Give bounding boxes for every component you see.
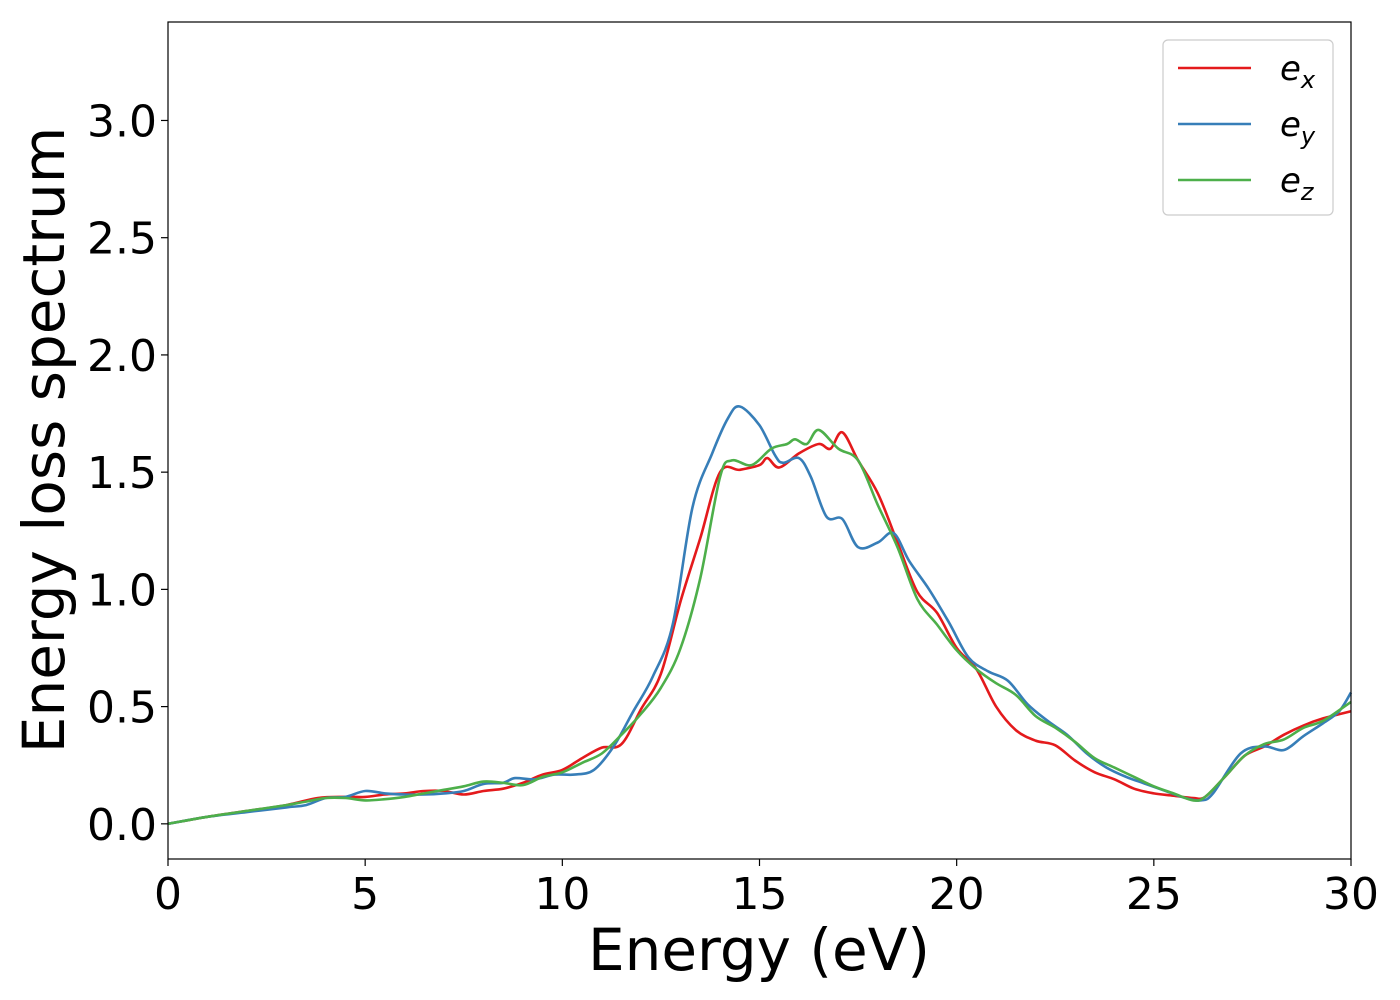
series-line-ey [167,405,1353,826]
x-tick-label: 0 [154,869,182,920]
y-tick-label: 1.0 [87,565,157,616]
x-tick-label: 5 [351,869,379,920]
x-axis-ticks: 0 5 10 15 20 25 30 [154,859,1379,920]
y-tick-label: 1.5 [87,448,157,499]
y-tick-label: 0.0 [87,800,157,851]
y-axis-title: Energy loss spectrum [10,127,78,753]
y-tick-label: 2.5 [87,214,157,265]
legend-box [1162,39,1334,216]
y-axis-ticks: 0.0 0.5 1.0 1.5 2.0 2.5 3.0 [87,96,168,851]
x-tick-label: 25 [1126,869,1182,920]
series-line-ez [167,428,1352,826]
y-tick-label: 2.0 [87,331,157,382]
plot-frame [167,21,1352,860]
series-line-ex [167,430,1352,826]
x-tick-label: 30 [1323,869,1379,920]
x-axis-title: Energy (eV) [588,916,930,984]
series-lines [167,405,1353,826]
x-tick-label: 10 [534,869,590,920]
x-tick-label: 20 [929,869,985,920]
y-tick-label: 3.0 [87,96,157,147]
x-tick-label: 15 [732,869,788,920]
y-tick-label: 0.5 [87,683,157,734]
